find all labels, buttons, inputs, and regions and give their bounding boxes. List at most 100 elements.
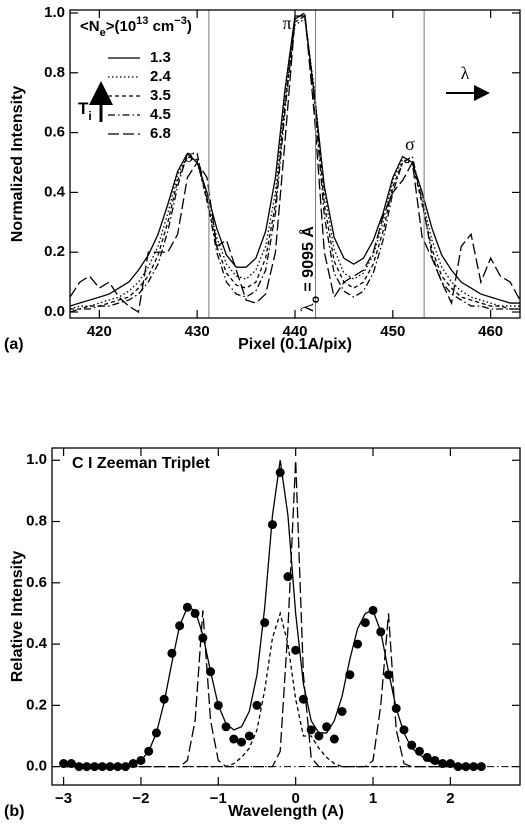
y-tick-label: 0.6: [44, 124, 65, 141]
chart-title: C I Zeeman Triplet: [72, 455, 210, 472]
y-tick-label: 0.8: [44, 64, 65, 81]
legend-title-part: cm: [148, 18, 174, 35]
data-point: [74, 762, 84, 772]
data-point: [368, 605, 378, 615]
x-axis-label: Pixel (0.1A/pix): [238, 336, 352, 353]
data-point: [175, 621, 185, 631]
data-point: [66, 759, 76, 769]
data-point: [407, 740, 417, 750]
legend-title-part: 13: [136, 15, 148, 27]
data-point: [275, 468, 285, 478]
legend-title-part: <N: [80, 18, 100, 35]
data-point: [182, 602, 192, 612]
y-tick-label: 0.0: [26, 758, 47, 775]
data-point: [399, 725, 409, 735]
x-tick-label: −2: [132, 790, 149, 807]
legend-label: 3.5: [150, 87, 171, 104]
x-tick-label: 430: [185, 323, 210, 340]
y-tick-label: 0.2: [26, 696, 47, 713]
y-tick-label: 0.2: [44, 243, 65, 260]
legend-label: 1.3: [150, 49, 171, 66]
data-point: [430, 755, 440, 765]
data-point: [252, 700, 262, 710]
data-point: [229, 734, 239, 744]
data-point: [322, 722, 332, 732]
data-point: [376, 627, 386, 637]
annotation-part: T: [78, 99, 89, 118]
annotation: λo = 9095 Å: [297, 226, 322, 312]
legend-label: 6.8: [150, 125, 171, 142]
x-tick-label: 2: [446, 790, 454, 807]
series-line: [70, 17, 520, 310]
y-tick-label: 1.0: [44, 4, 65, 21]
y-tick-label: 0.8: [26, 512, 47, 529]
legend-label: 2.4: [150, 68, 172, 85]
data-point: [329, 734, 339, 744]
data-point: [414, 746, 424, 756]
data-point: [198, 633, 208, 643]
x-tick-label: 440: [282, 323, 307, 340]
data-point: [438, 759, 448, 769]
legend-title-part: −3: [174, 15, 187, 27]
x-axis-label: Wavelength (A): [228, 803, 344, 820]
annotation: π: [282, 13, 291, 33]
panel-label: (a): [4, 336, 24, 353]
data-point: [213, 700, 223, 710]
x-tick-label: −3: [55, 790, 72, 807]
data-point: [360, 618, 370, 628]
data-point: [291, 645, 301, 655]
y-tick-label: 0.0: [44, 303, 65, 320]
series-line: [70, 11, 520, 314]
x-tick-label: 460: [478, 323, 503, 340]
data-point: [151, 728, 161, 738]
data-point: [306, 725, 316, 735]
plot-area: [59, 460, 486, 772]
data-point: [206, 667, 216, 677]
annotation-part: i: [88, 109, 91, 123]
y-axis-label: Normalized Intensity: [9, 86, 26, 243]
annotation-part: = 9095 Å: [298, 226, 317, 296]
series-line: [70, 15, 520, 307]
y-tick-label: 1.0: [26, 451, 47, 468]
annotation-part: λ: [297, 303, 317, 312]
annotation-part: o: [308, 296, 322, 303]
data-point: [144, 746, 154, 756]
data-point: [113, 762, 123, 772]
annotation: σ: [405, 134, 415, 154]
data-point: [461, 762, 471, 772]
annotation: λ: [461, 63, 470, 83]
data-point: [298, 694, 308, 704]
series-line: [70, 14, 520, 310]
data-point: [422, 752, 432, 762]
data-point: [314, 731, 324, 741]
series-line: [63, 460, 482, 768]
data-point: [445, 759, 455, 769]
series-line: [63, 611, 482, 768]
data-point: [244, 731, 254, 741]
data-point: [476, 762, 486, 772]
annotation: Ti: [78, 99, 92, 123]
data-point: [221, 722, 231, 732]
panel-label: (b): [4, 803, 24, 820]
data-point: [128, 759, 138, 769]
data-point: [167, 648, 177, 658]
y-tick-label: 0.4: [44, 183, 66, 200]
series-line: [63, 460, 482, 768]
plot-frame: [51, 447, 521, 786]
data-point: [159, 694, 169, 704]
annotation: σ: [184, 146, 194, 166]
data-point: [391, 703, 401, 713]
data-point: [59, 759, 69, 769]
x-tick-label: 420: [87, 323, 112, 340]
data-point: [267, 520, 277, 530]
data-point: [283, 572, 293, 582]
legend-title-part: e: [100, 27, 106, 39]
x-tick-label: −1: [210, 790, 227, 807]
data-point: [345, 670, 355, 680]
data-point: [337, 706, 347, 716]
x-tick-label: 0: [291, 790, 299, 807]
y-tick-label: 0.4: [26, 635, 48, 652]
legend-title-part: >(10: [106, 18, 136, 35]
